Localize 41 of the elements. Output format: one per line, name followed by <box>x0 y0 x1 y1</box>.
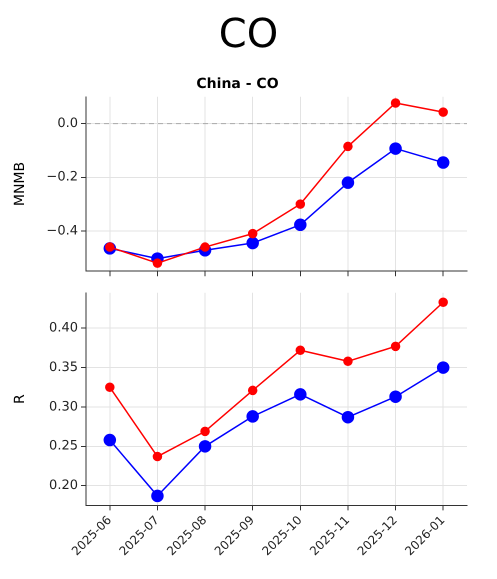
point <box>296 199 306 209</box>
point <box>343 142 353 152</box>
point <box>389 142 402 155</box>
point <box>248 386 258 396</box>
point <box>152 452 162 462</box>
y-tick-label: 0.35 <box>49 360 78 375</box>
point <box>105 242 115 252</box>
point <box>438 107 448 117</box>
y-tick-label: 0.20 <box>49 478 78 494</box>
point <box>343 356 353 366</box>
y-tick-label: 0.30 <box>49 399 78 414</box>
point <box>342 410 354 424</box>
point <box>390 342 400 352</box>
y-tick-label: 0.0 <box>57 116 78 132</box>
point <box>248 228 258 238</box>
point <box>151 490 164 502</box>
point <box>200 426 210 436</box>
point <box>296 346 306 356</box>
y-axis-title: R <box>12 394 28 404</box>
point <box>198 440 212 453</box>
point <box>246 410 259 423</box>
y-axis-title: MNMB <box>12 162 28 206</box>
point <box>246 236 259 250</box>
y-tick-label: 0.25 <box>49 438 78 454</box>
y-tick-label: −0.2 <box>46 170 78 185</box>
y-tick-label: −0.4 <box>46 223 78 238</box>
point <box>390 98 400 108</box>
chart-subtitle: China - CO <box>196 76 279 92</box>
point <box>294 218 307 232</box>
y-tick-label: 0.40 <box>49 320 78 336</box>
point <box>105 382 115 392</box>
chart-title: CO <box>218 10 280 59</box>
point <box>104 434 116 446</box>
point <box>342 176 354 189</box>
point <box>436 156 450 169</box>
point <box>389 390 402 403</box>
point <box>436 361 450 374</box>
point <box>200 242 210 252</box>
point <box>152 258 162 268</box>
point <box>294 388 307 401</box>
point <box>438 298 448 307</box>
